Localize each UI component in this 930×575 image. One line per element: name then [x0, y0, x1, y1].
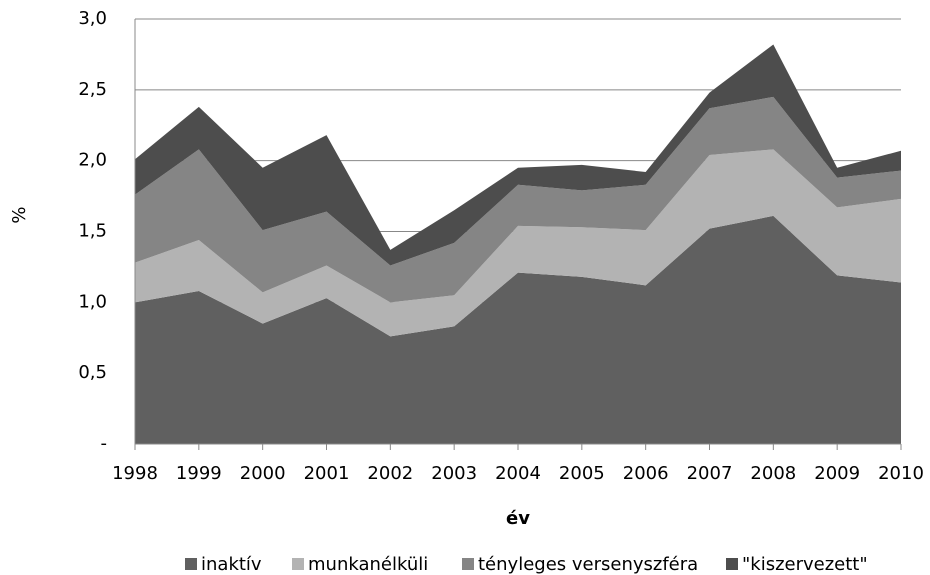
area — [135, 215, 901, 444]
y-tick-label: - — [101, 433, 108, 454]
x-tick-label: 2007 — [687, 463, 733, 484]
x-tick-label: 1998 — [112, 463, 158, 484]
x-tick-label: 1999 — [176, 463, 222, 484]
y-tick-label: 1,5 — [78, 221, 107, 242]
x-axis-label: év — [506, 508, 530, 529]
y-tick-label: 3,0 — [78, 8, 107, 29]
legend-swatch — [185, 558, 197, 570]
x-tick-label: 2009 — [814, 463, 860, 484]
x-tick-label: 2000 — [240, 463, 286, 484]
area — [135, 96, 901, 303]
y-tick-label: 1,0 — [78, 291, 107, 312]
legend-swatch — [726, 558, 738, 570]
x-tick-label: 2010 — [878, 463, 924, 484]
legend-label: "kiszervezett" — [742, 554, 868, 575]
x-tick-label: 2003 — [431, 463, 477, 484]
y-tick-label: 0,5 — [78, 362, 107, 383]
area — [135, 44, 901, 266]
x-tick-label: 2004 — [495, 463, 541, 484]
y-tick-label: 2,5 — [78, 79, 107, 100]
x-tick-label: 2006 — [623, 463, 669, 484]
x-tick-label: 2002 — [367, 463, 413, 484]
legend-label: inaktív — [201, 554, 262, 575]
area — [135, 149, 901, 337]
x-tick-label: 2005 — [559, 463, 605, 484]
legend-label: tényleges versenyszféra — [478, 554, 698, 575]
y-axis-label: % — [9, 206, 30, 223]
legend-swatch — [292, 558, 304, 570]
y-tick-label: 2,0 — [78, 150, 107, 171]
legend-label: munkanélküli — [308, 554, 428, 575]
legend-swatch — [462, 558, 474, 570]
x-tick-label: 2001 — [304, 463, 350, 484]
x-tick-label: 2008 — [750, 463, 796, 484]
